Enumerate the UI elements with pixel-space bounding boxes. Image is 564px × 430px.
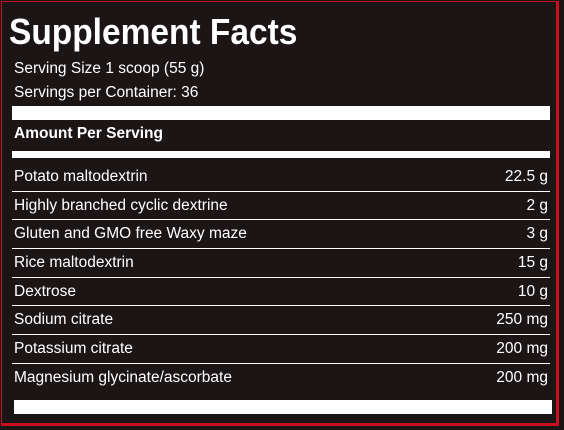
serving-size: Serving Size 1 scoop (55 g)	[14, 60, 205, 77]
ingredient-name: Rice maltodextrin	[14, 254, 134, 272]
ingredient-amount: 250 mg	[496, 311, 548, 329]
ingredient-row: Gluten and GMO free Waxy maze 3 g	[12, 220, 550, 250]
ingredient-amount: 3 g	[526, 225, 548, 243]
amount-per-serving-header: Amount Per Serving	[14, 125, 163, 142]
ingredient-row: Dextrose 10 g	[12, 278, 550, 307]
ingredient-amount: 200 mg	[496, 340, 548, 358]
ingredient-name: Sodium citrate	[14, 311, 114, 329]
ingredient-row: Potato maltodextrin 22.5 g	[12, 163, 550, 192]
ingredient-name: Highly branched cyclic dextrine	[14, 196, 228, 214]
ingredient-amount: 10 g	[517, 282, 548, 300]
ingredient-amount: 15 g	[517, 254, 548, 272]
ingredient-name: Potassium citrate	[14, 340, 133, 358]
servings-per-container: Servings per Container: 36	[14, 84, 199, 101]
divider-thick-bottom	[14, 400, 552, 414]
supplement-facts-panel	[1, 1, 559, 426]
ingredient-amount: 200 mg	[496, 368, 548, 386]
ingredient-name: Potato maltodextrin	[14, 168, 148, 185]
ingredient-name: Gluten and GMO free Waxy maze	[14, 225, 247, 243]
ingredient-name: Dextrose	[14, 282, 77, 300]
ingredient-row: Potassium citrate 200 mg	[12, 335, 550, 364]
ingredient-row: Highly branched cyclic dextrine 2 g	[12, 192, 550, 221]
ingredient-amount: 22.5 g	[504, 168, 548, 185]
ingredient-list: Potato maltodextrin 22.5 g Highly branch…	[12, 163, 550, 393]
ingredient-name: Magnesium glycinate/ascorbate	[14, 368, 232, 386]
ingredient-row: Magnesium glycinate/ascorbate 200 mg	[12, 364, 550, 393]
divider-thick-top	[12, 106, 550, 120]
divider-medium	[12, 151, 550, 158]
ingredient-amount: 2 g	[526, 196, 548, 214]
ingredient-row: Sodium citrate 250 mg	[12, 306, 550, 336]
label-title: Supplement Facts	[9, 11, 298, 52]
ingredient-row: Rice maltodextrin 15 g	[12, 249, 550, 278]
